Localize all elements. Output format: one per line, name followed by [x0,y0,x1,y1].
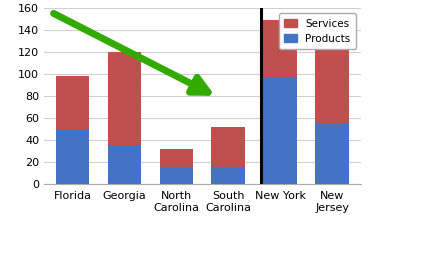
Bar [108,52,141,145]
Bar [212,167,245,184]
Bar [160,167,193,184]
Bar [108,145,141,184]
Bar [264,20,297,77]
Bar [56,129,89,184]
Bar [315,27,349,123]
Bar [315,123,349,184]
Bar [56,76,89,129]
Bar [212,127,245,167]
Bar [264,77,297,184]
Legend: Services, Products: Services, Products [279,13,356,49]
Bar [160,148,193,167]
